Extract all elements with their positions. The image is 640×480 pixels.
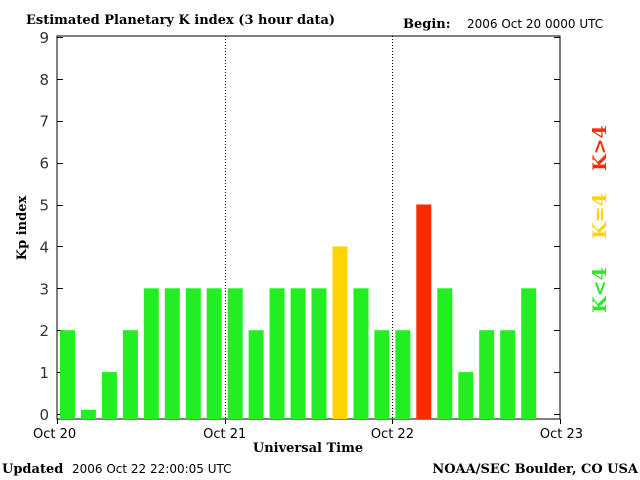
kp-bar: [500, 330, 516, 419]
updated-value: 2006 Oct 22 22:00:05 UTC: [72, 462, 232, 476]
kp-bar: [311, 288, 327, 419]
plot-frame: [56, 35, 561, 420]
y-tick-label: 6: [39, 155, 49, 173]
x-axis-title: Universal Time: [253, 441, 363, 456]
kp-bar: [374, 330, 390, 419]
kp-bar: [227, 288, 243, 419]
y-tick-label: 8: [39, 71, 49, 89]
kp-bar: [353, 288, 369, 419]
y-tick-label: 3: [39, 280, 49, 298]
updated-label: Updated: [2, 462, 63, 477]
legend-high: K>4: [589, 125, 611, 171]
kp-bar: [290, 288, 306, 419]
x-tick-label: Oct 22: [371, 427, 414, 442]
kp-bar: [143, 288, 159, 419]
x-tick-label: Oct 20: [33, 427, 76, 442]
day-separators: [225, 36, 393, 419]
y-axis-title: Kp index: [15, 196, 30, 261]
begin-value: 2006 Oct 20 0000 UTC: [467, 17, 603, 31]
begin-label: Begin:: [403, 17, 451, 32]
source-credit: NOAA/SEC Boulder, CO USA: [432, 462, 639, 477]
kp-bar: [332, 246, 348, 419]
kp-bar: [269, 288, 285, 419]
kp-bar: [60, 330, 75, 419]
x-tick-label: Oct 23: [540, 427, 583, 442]
y-tick-label: 2: [39, 322, 49, 340]
kp-bar: [101, 372, 117, 419]
x-axis-ticks: Oct 20 Oct 21 Oct 22 Oct 23: [33, 419, 583, 442]
y-tick-label: 0: [39, 406, 49, 424]
kp-bar: [416, 204, 432, 419]
kp-bar: [80, 409, 96, 419]
kp-bar: [521, 288, 537, 419]
kp-bar: [248, 330, 264, 419]
x-tick-label: Oct 21: [203, 427, 246, 442]
y-tick-label: 5: [39, 197, 49, 215]
chart-title: Estimated Planetary K index (3 hour data…: [26, 13, 335, 28]
y-tick-label: 1: [39, 364, 49, 382]
kp-bar: [164, 288, 180, 419]
kp-bar: [185, 288, 201, 419]
kp-bar: [458, 372, 474, 419]
legend-low: K<4: [589, 267, 611, 313]
kp-bar: [437, 288, 453, 419]
y-axis-ticks: 0 1 2 3 4 5 6 7 8 9: [39, 29, 560, 424]
kp-bar: [395, 330, 411, 419]
y-tick-label: 4: [39, 238, 49, 256]
legend-equal: K=4: [589, 193, 611, 239]
kp-bar: [206, 288, 222, 419]
y-tick-label: 9: [39, 29, 49, 47]
y-tick-label: 7: [39, 113, 49, 131]
kp-bar: [479, 330, 495, 419]
bar-series: [60, 204, 537, 419]
kp-bar: [122, 330, 138, 419]
